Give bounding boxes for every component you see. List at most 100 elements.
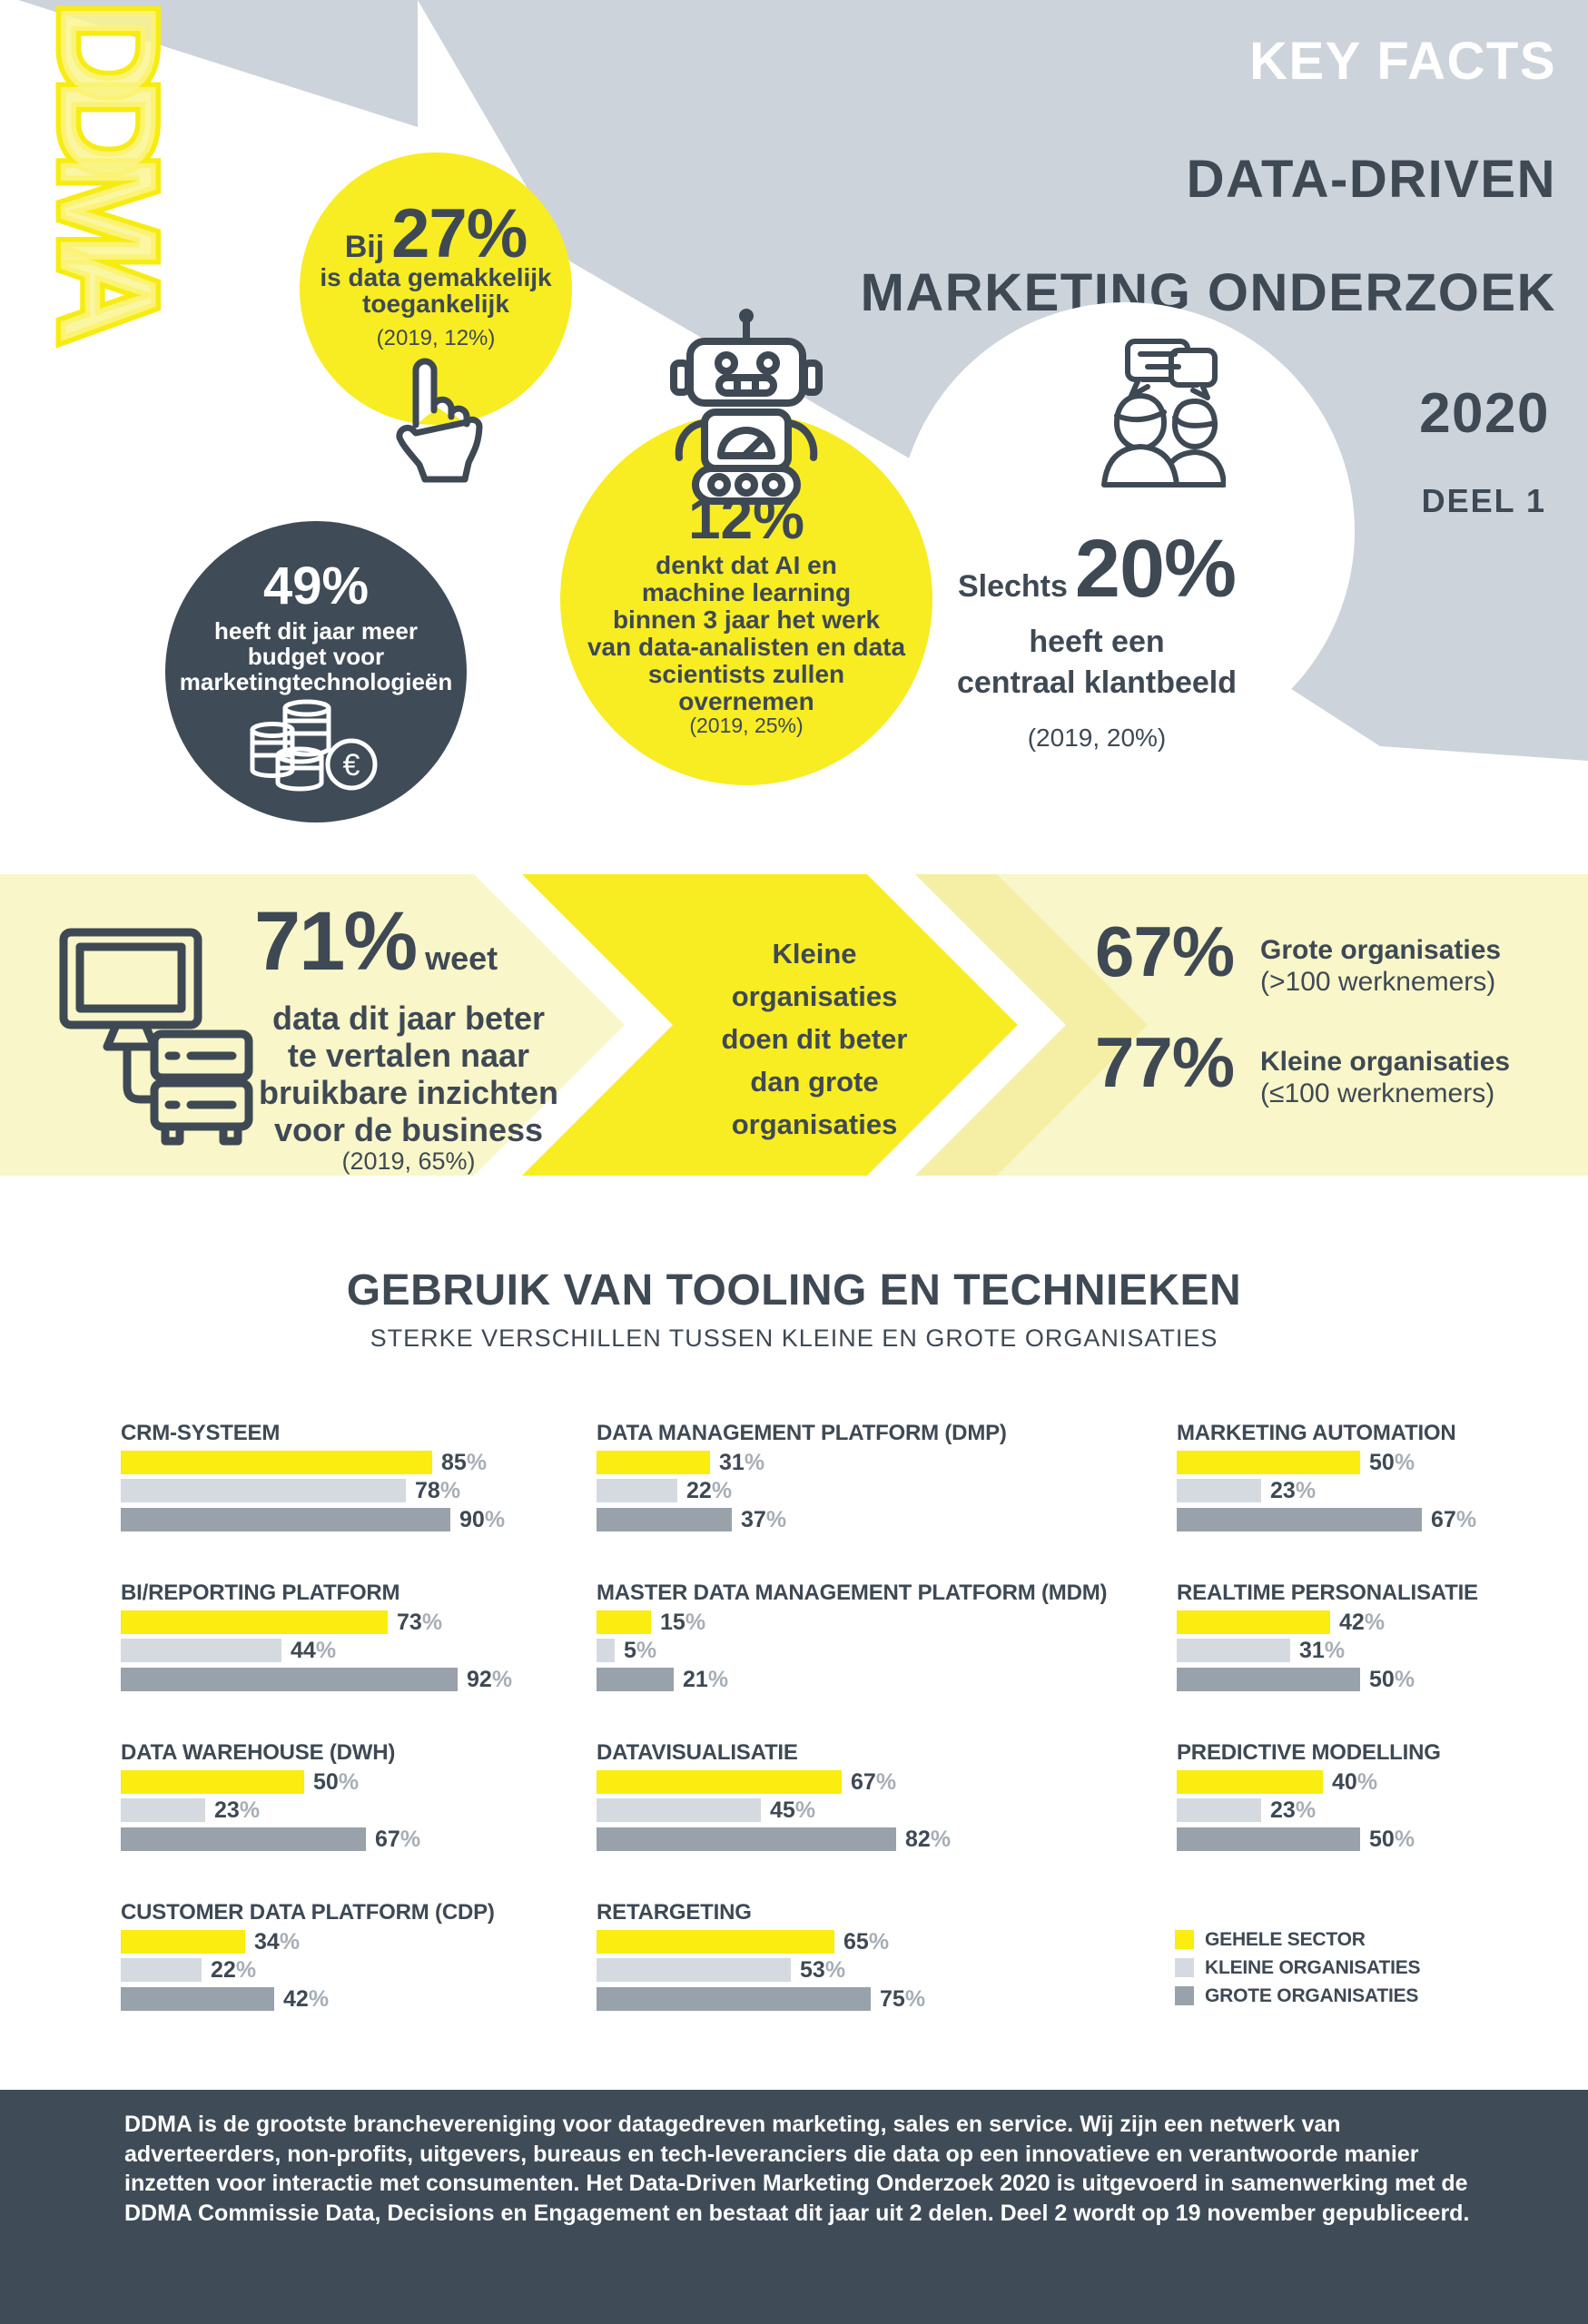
bar-value-number: 22 [686, 1478, 712, 1503]
bar-gehele-sector [1177, 1610, 1330, 1634]
legend-item: GROTE ORGANISATIES [1175, 1985, 1418, 2006]
bar-value-percent-sign: % [685, 1610, 706, 1635]
bar-value-percent-sign: % [636, 1638, 657, 1663]
text-line: scientists zullen [647, 660, 845, 688]
text-line: marketingtechnologieën [179, 668, 453, 695]
bar-value-percent-sign: % [765, 1507, 787, 1532]
title-deel-1: DEEL 1 [1421, 482, 1546, 519]
bar-value: 22% [686, 1478, 733, 1503]
bar-value-percent-sign: % [484, 1507, 506, 1532]
text-line: doen dit beter [721, 1023, 908, 1055]
bar-value: 50% [1369, 1667, 1415, 1692]
stat-12-text: denkt dat AI en machine learning binnen 3 … [524, 552, 969, 715]
bar-value-number: 42 [283, 1986, 309, 2012]
bar-value-percent-sign: % [235, 1957, 257, 1983]
bar-value: 92% [467, 1668, 512, 1692]
bar-value-percent-sign: % [824, 1957, 846, 1983]
footer-bar: DDMA is de grootste branchevereniging vo… [0, 2090, 1588, 2324]
bar-value: 78% [415, 1478, 460, 1503]
bar-value: 85% [441, 1450, 488, 1475]
chevron-arrows [474, 874, 1148, 1176]
tool-category-label: MASTER DATA MANAGEMENT PLATFORM (MDM) [597, 1581, 1108, 1605]
bar-value-number: 31 [719, 1450, 745, 1475]
bar-value-number: 23 [1270, 1797, 1296, 1823]
bar-value: 42% [1339, 1610, 1386, 1635]
bar-value-percent-sign: % [399, 1827, 421, 1852]
bar-value-number: 50 [313, 1769, 339, 1795]
stat-49-text: heeft dit jaar meer budget voor marketingt… [154, 618, 478, 694]
bar-value-number: 34 [254, 1929, 280, 1955]
bar-value-number: 75 [880, 1986, 905, 2012]
tool-category-label: DATA WAREHOUSE (DWH) [121, 1740, 396, 1765]
coins-euro-icon: € [250, 699, 378, 792]
stat-27-note: (2019, 12%) [376, 326, 496, 350]
footer-text: DDMA is de grootste branchevereniging vo… [124, 2112, 1470, 2226]
bar-grote-organisaties [597, 1508, 732, 1531]
bar-value-percent-sign: % [1455, 1507, 1477, 1532]
stat-12-value: 12% [687, 486, 805, 551]
bar-gehele-sector [1177, 1451, 1360, 1474]
bar-value-number: 40 [1332, 1769, 1357, 1795]
monitor-server-icon [59, 928, 253, 1146]
bar-value-percent-sign: % [875, 1769, 897, 1795]
people-conversation-icon [1101, 339, 1226, 487]
stat-77-sublabel: (≤100 werknemers) [1260, 1078, 1495, 1108]
bar-value-percent-sign: % [315, 1638, 337, 1663]
bar-value: 82% [905, 1827, 951, 1852]
bar-value-number: 50 [1369, 1667, 1395, 1692]
bar-value-number: 21 [683, 1667, 708, 1692]
bar-value-percent-sign: % [308, 1986, 330, 2012]
tool-category-label: RETARGETING [597, 1900, 752, 1925]
tool-category-label: REALTIME PERSONALISATIE [1177, 1581, 1478, 1605]
bar-value: 73% [397, 1610, 442, 1635]
bar-gehele-sector [1177, 1770, 1323, 1794]
bar-value-number: 23 [214, 1797, 240, 1823]
bar-value-percent-sign: % [1295, 1478, 1317, 1503]
stat-20-circle [897, 302, 1355, 760]
stat-20-prefix: Slechts [957, 569, 1068, 604]
stat-77-value: 77% [1095, 1022, 1235, 1102]
section-title: GEBRUIK VAN TOOLING EN TECHNIEKEN [346, 1266, 1242, 1315]
text-line: dan grote [750, 1066, 879, 1098]
bar-value: 31% [719, 1450, 764, 1475]
stat-49-circle [165, 521, 467, 822]
bar-value: 21% [683, 1667, 728, 1692]
legend-item: KLEINE ORGANISATIES [1175, 1957, 1421, 1978]
legend-swatch [1175, 1986, 1194, 2005]
text-line: budget voor [247, 643, 385, 670]
bar-value-number: 67 [1431, 1507, 1456, 1532]
bar-value: 75% [880, 1986, 926, 2012]
bar-grote-organisaties [121, 1827, 366, 1851]
stat-77-label: Kleine organisaties [1260, 1047, 1511, 1077]
tool-group: DATAVISUALISATIE 67% 45% 82% [597, 1740, 987, 1858]
bar-value-number: 78 [415, 1478, 440, 1503]
bar-value: 40% [1332, 1769, 1378, 1795]
bar-gehele-sector [597, 1770, 842, 1794]
bar-value: 67% [375, 1827, 421, 1852]
bar-value-percent-sign: % [1364, 1610, 1386, 1635]
highlight-band: 71% weet data dit jaar beter te vertalen … [0, 874, 1588, 1176]
bar-value-number: 50 [1369, 1827, 1395, 1852]
tool-category-label: MARKETING AUTOMATION [1177, 1421, 1456, 1445]
bar-value-number: 22 [211, 1957, 236, 1983]
bar-gehele-sector [121, 1930, 245, 1954]
bar-value-percent-sign: % [466, 1450, 488, 1475]
stat-67-value: 67% [1095, 911, 1235, 991]
bar-value-percent-sign: % [794, 1797, 816, 1823]
stat-71-headline: 71% weet [254, 894, 545, 990]
bar-value: 22% [211, 1957, 257, 1983]
bar-value-percent-sign: % [904, 1986, 926, 2012]
bar-value-percent-sign: % [711, 1478, 733, 1503]
stat-71-note: (2019, 65%) [341, 1147, 476, 1175]
bar-value-percent-sign: % [1356, 1769, 1378, 1795]
tool-category-label: DATAVISUALISATIE [597, 1740, 798, 1765]
tool-group: REALTIME PERSONALISATIE 42% 31% 50% [1177, 1581, 1567, 1699]
bar-gehele-sector [121, 1770, 304, 1794]
bar-value: 23% [214, 1797, 260, 1823]
bar-value-number: 90 [459, 1507, 485, 1532]
text-line: heeft dit jaar meer [214, 617, 418, 645]
bar-value-percent-sign: % [1295, 1797, 1317, 1823]
robot-icon [670, 309, 823, 505]
stat-67-label: Grote organisaties [1260, 935, 1502, 965]
bar-kleine-organisaties [597, 1479, 677, 1502]
